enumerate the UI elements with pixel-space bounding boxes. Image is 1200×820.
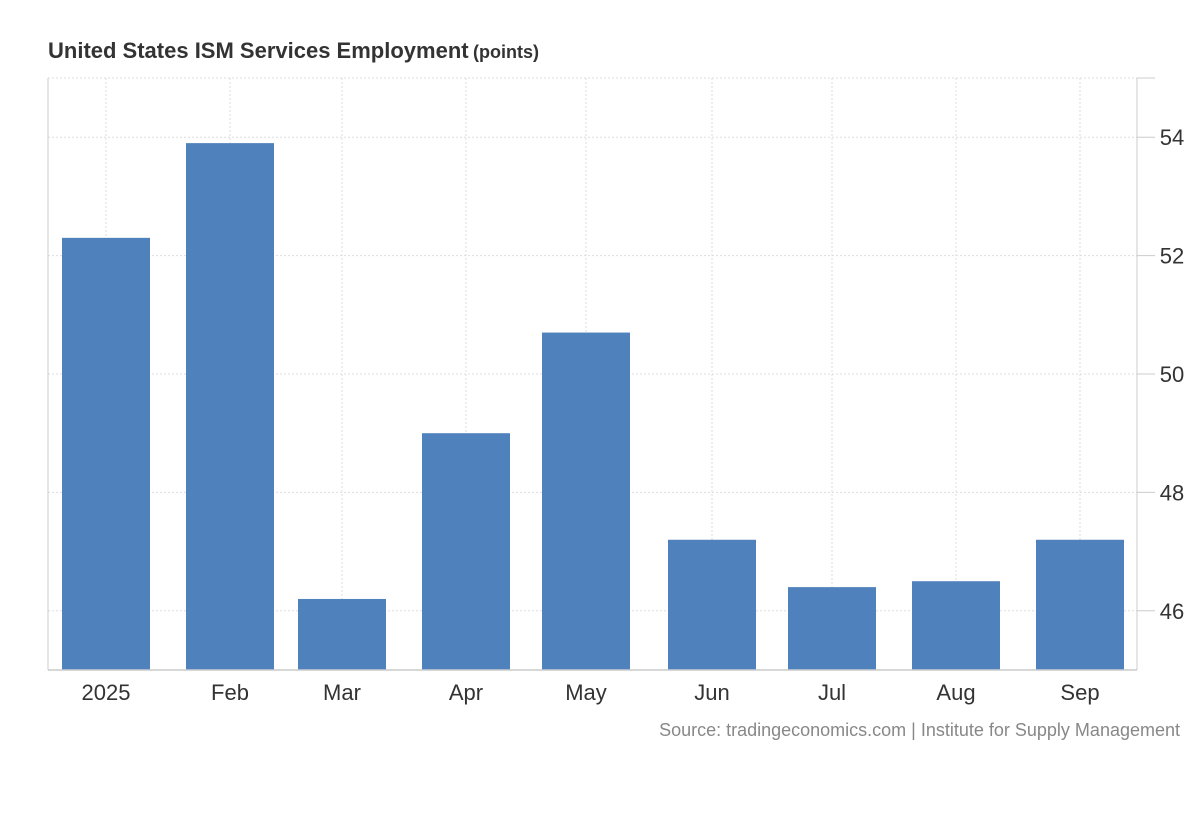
bar-feb[interactable]: [186, 143, 274, 670]
x-tick-label: Jun: [694, 680, 729, 705]
x-tick-label: Feb: [211, 680, 249, 705]
bar-apr[interactable]: [422, 433, 510, 670]
x-tick-label: Sep: [1060, 680, 1099, 705]
bar-jul[interactable]: [788, 587, 876, 670]
y-tick-label: 48: [1160, 480, 1184, 505]
x-tick-label: Mar: [323, 680, 361, 705]
x-tick-label: May: [565, 680, 607, 705]
bar-jun[interactable]: [668, 539, 756, 670]
bar-mar[interactable]: [298, 598, 386, 670]
axis-layer: [47, 77, 1155, 671]
bar-sep[interactable]: [1036, 539, 1124, 670]
bar-2025[interactable]: [62, 237, 150, 670]
bar-layer: [62, 143, 1124, 670]
y-tick-label: 50: [1160, 362, 1184, 387]
y-tick-label: 52: [1160, 244, 1184, 269]
y-tick-label: 54: [1160, 125, 1184, 150]
bar-aug[interactable]: [912, 581, 1000, 670]
bar-may[interactable]: [542, 332, 630, 670]
x-tick-label: Aug: [936, 680, 975, 705]
x-tick-label: Jul: [818, 680, 846, 705]
y-tick-label: 46: [1160, 599, 1184, 624]
x-tick-label: 2025: [82, 680, 131, 705]
chart-title: United States ISM Services Employment (p…: [48, 38, 539, 64]
source-note: Source: tradingeconomics.com | Institute…: [659, 720, 1180, 740]
chart-unit-label: (points): [473, 42, 540, 62]
label-layer: 46 48 50 52 54 2025 Feb Mar Apr May Jun Jul Aug Sep: [82, 125, 1185, 705]
chart-title-text: United States ISM Services Employment: [48, 38, 469, 63]
x-tick-label: Apr: [449, 680, 483, 705]
